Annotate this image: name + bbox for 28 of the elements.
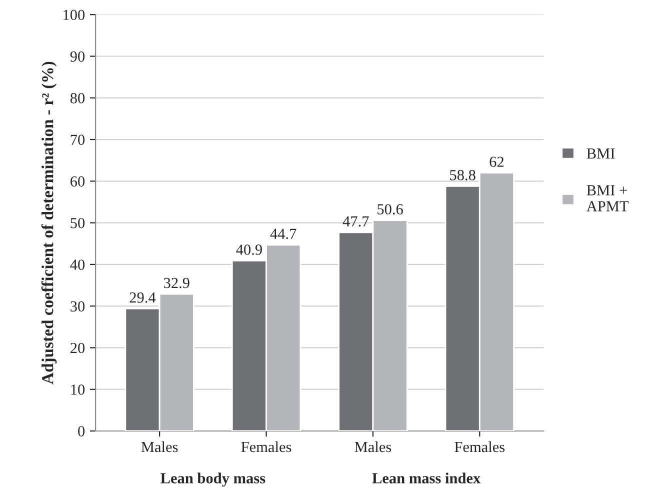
x-tick-label: Females xyxy=(241,441,292,452)
x-tick-label: Males xyxy=(354,441,392,452)
y-tick-label: 20 xyxy=(70,342,85,354)
data-label: 32.9 xyxy=(164,278,190,288)
data-label: 50.6 xyxy=(378,204,403,214)
y-tick-label: 70 xyxy=(70,134,85,145)
y-tick-label: 10 xyxy=(71,384,85,395)
data-label: 40.9 xyxy=(236,244,262,255)
legend-label: BMI xyxy=(586,148,615,159)
y-tick-label: 80 xyxy=(70,93,85,104)
data-label: 58.8 xyxy=(450,170,476,180)
data-label: 29.4 xyxy=(130,292,156,303)
y-axis-title: Adjusted coefficient of determination - r² (%) xyxy=(41,62,57,384)
text: Lean mass index xyxy=(372,472,481,484)
data-label: 44.7 xyxy=(270,228,296,240)
data-label: 47.7 xyxy=(342,216,369,227)
y-tick-label: 0 xyxy=(78,426,85,436)
y-tick-label: 100 xyxy=(64,10,85,20)
y-tick-label: 60 xyxy=(70,176,85,187)
y-tick-label: 50 xyxy=(70,218,85,228)
data-label: 62 xyxy=(490,156,504,167)
text: Lean body mass xyxy=(160,472,266,487)
x-tick-label: Males xyxy=(141,441,178,452)
legend-label: BMI + APMT xyxy=(586,185,629,212)
x-tick-label: Females xyxy=(454,441,505,452)
y-tick-label: 30 xyxy=(70,301,85,312)
y-tick-label: 40 xyxy=(70,260,85,270)
y-tick-label: 90 xyxy=(70,51,85,62)
